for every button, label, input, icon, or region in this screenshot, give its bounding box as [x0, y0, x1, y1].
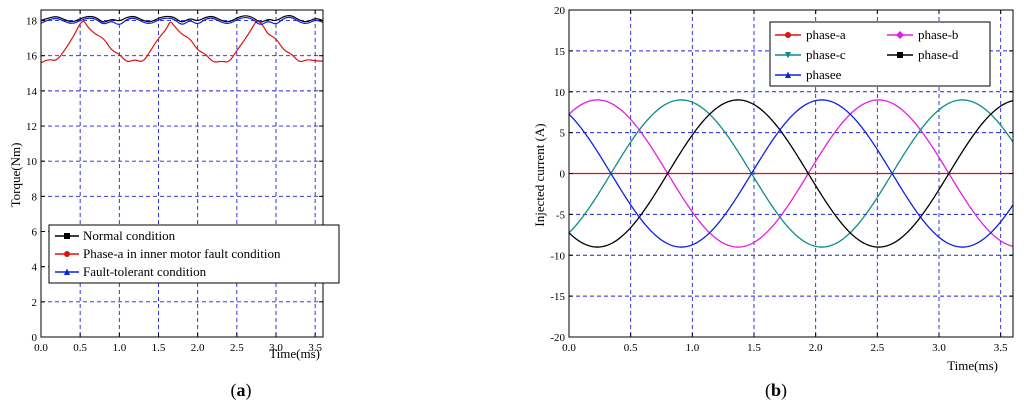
chart-a-y-tick-label: 2 [32, 297, 38, 309]
chart-a-series-line-0 [40, 15, 324, 23]
chart-a-frame [40, 9, 324, 338]
chart-a-y-tick-label: 12 [26, 121, 37, 133]
chart-a-y-tick-label: 6 [32, 227, 38, 239]
chart-b-x-tick-label: 2.5 [870, 342, 884, 354]
chart-b-legend-box [769, 21, 991, 87]
chart-b-y-tick-label: -5 [556, 209, 566, 221]
chart-a-ticks: 0.0 0.5 1.0 1.5 2.0 2.5 3.0 3.5 0 2 4 6 8 10 12 14 16 18 [26, 10, 323, 354]
chart-b-legend: phase-a phase-b phase-c phase-d phasee [769, 21, 991, 87]
chart-b-legend-label: phasee [806, 67, 842, 82]
chart-b-series-line-2 [568, 99, 1014, 248]
chart-a-legend-marker [64, 251, 70, 257]
chart-b-y-tick-label: 5 [560, 128, 566, 140]
chart-a-y-tick-label: 18 [26, 16, 38, 28]
chart-b-y-axis-label: Injected current (A) [532, 123, 547, 226]
chart-b-legend-label: phase-b [918, 27, 958, 42]
chart-b-y-tick-label: 20 [554, 5, 566, 17]
chart-a-y-tick-label: 16 [26, 51, 38, 63]
chart-b-legend-label: phase-d [918, 47, 959, 62]
chart-b-x-tick-label: 3.5 [994, 342, 1008, 354]
chart-b-x-tick-label: 3.0 [932, 342, 946, 354]
chart-a: 0.0 0.5 1.0 1.5 2.0 2.5 3.0 3.5024681012141618 … [8, 9, 340, 401]
chart-a-legend-box [48, 224, 340, 284]
chart-a-legend-label: Phase-a in inner motor fault condition [83, 246, 281, 261]
chart-b-legend-marker [897, 52, 903, 58]
chart-b-ticks: 0.0 0.5 1.0 1.5 2.0 2.5 3.0 3.5 -20 -15 -10 -5 0 5 10 1… [550, 5, 1013, 354]
chart-b-x-tick-label: 0.5 [624, 342, 638, 354]
chart-a-y-tick-label: 10 [26, 156, 38, 168]
chart-b-x-tick-label: 2.0 [809, 342, 823, 354]
chart-b-series-line-4 [568, 99, 1014, 248]
chart-a-y-tick-label: 4 [32, 262, 38, 274]
chart-a-x-tick-label: 1.5 [152, 342, 166, 354]
chart-b-x-axis-label: Time(ms) [947, 358, 998, 373]
chart-a-legend-marker [64, 233, 70, 239]
chart-b-x-tick-label: 0.0 [562, 342, 576, 354]
chart-b-legend-label: phase-c [806, 47, 846, 62]
chart-b-y-tick-label: 15 [554, 46, 566, 58]
chart-b-series-line-1 [568, 99, 1014, 248]
chart-b-legend-marker [785, 32, 791, 38]
chart-a-legend: Normal condition Phase-a in inner motor f… [48, 224, 340, 284]
chart-b-y-tick-label: 10 [554, 87, 566, 99]
chart-a-legend-marker [64, 268, 70, 275]
chart-a-caption: (a) [231, 380, 252, 401]
chart-a-x-tick-label: 0.0 [34, 342, 48, 354]
chart-a-x-tick-label: 0.5 [73, 342, 87, 354]
chart-b-legend-label: phase-a [806, 27, 846, 42]
chart-b-legend-marker [896, 31, 904, 39]
chart-b-y-tick-label: -20 [550, 332, 565, 344]
chart-b-caption: (b) [765, 380, 787, 401]
chart-b-y-tick-label: -10 [550, 250, 565, 262]
chart-a-caption-letter: a [237, 380, 246, 400]
chart-a-y-tick-label: 8 [32, 191, 38, 203]
chart-a-x-tick-label: 3.5 [308, 342, 322, 354]
chart-a-grid [41, 10, 323, 337]
chart-a-x-tick-label: 2.0 [191, 342, 205, 354]
chart-b: 0.0 0.5 1.0 1.5 2.0 2.5 3.0 3.5 -20 -15 -10 -5 0 5 10 1… [532, 5, 1014, 401]
chart-a-y-tick-label: 0 [32, 332, 38, 344]
chart-a-legend-label: Normal condition [83, 228, 176, 243]
chart-a-y-axis-label: Torque(Nm) [8, 143, 23, 208]
chart-a-y-tick-label: 14 [26, 86, 38, 98]
chart-b-x-tick-label: 1.5 [747, 342, 761, 354]
chart-b-legend-marker [785, 52, 791, 59]
chart-a-x-tick-label: 3.0 [269, 342, 283, 354]
chart-a-legend-label: Fault-tolerant condition [83, 264, 207, 279]
chart-b-y-tick-label: 0 [560, 169, 566, 181]
chart-b-series [568, 99, 1014, 248]
chart-b-caption-letter: b [771, 380, 781, 400]
chart-b-legend-marker [785, 71, 791, 78]
chart-a-x-tick-label: 2.5 [230, 342, 244, 354]
chart-a-x-tick-label: 1.0 [112, 342, 126, 354]
chart-a-series-line-1 [40, 20, 323, 64]
chart-a-series-line-2 [40, 16, 324, 25]
chart-a-x-axis-label: Time(ms) [269, 346, 320, 361]
chart-b-x-tick-label: 1.0 [685, 342, 699, 354]
chart-a-series [40, 15, 324, 64]
chart-b-series-line-3 [568, 99, 1014, 248]
chart-b-y-tick-label: -15 [550, 291, 565, 303]
